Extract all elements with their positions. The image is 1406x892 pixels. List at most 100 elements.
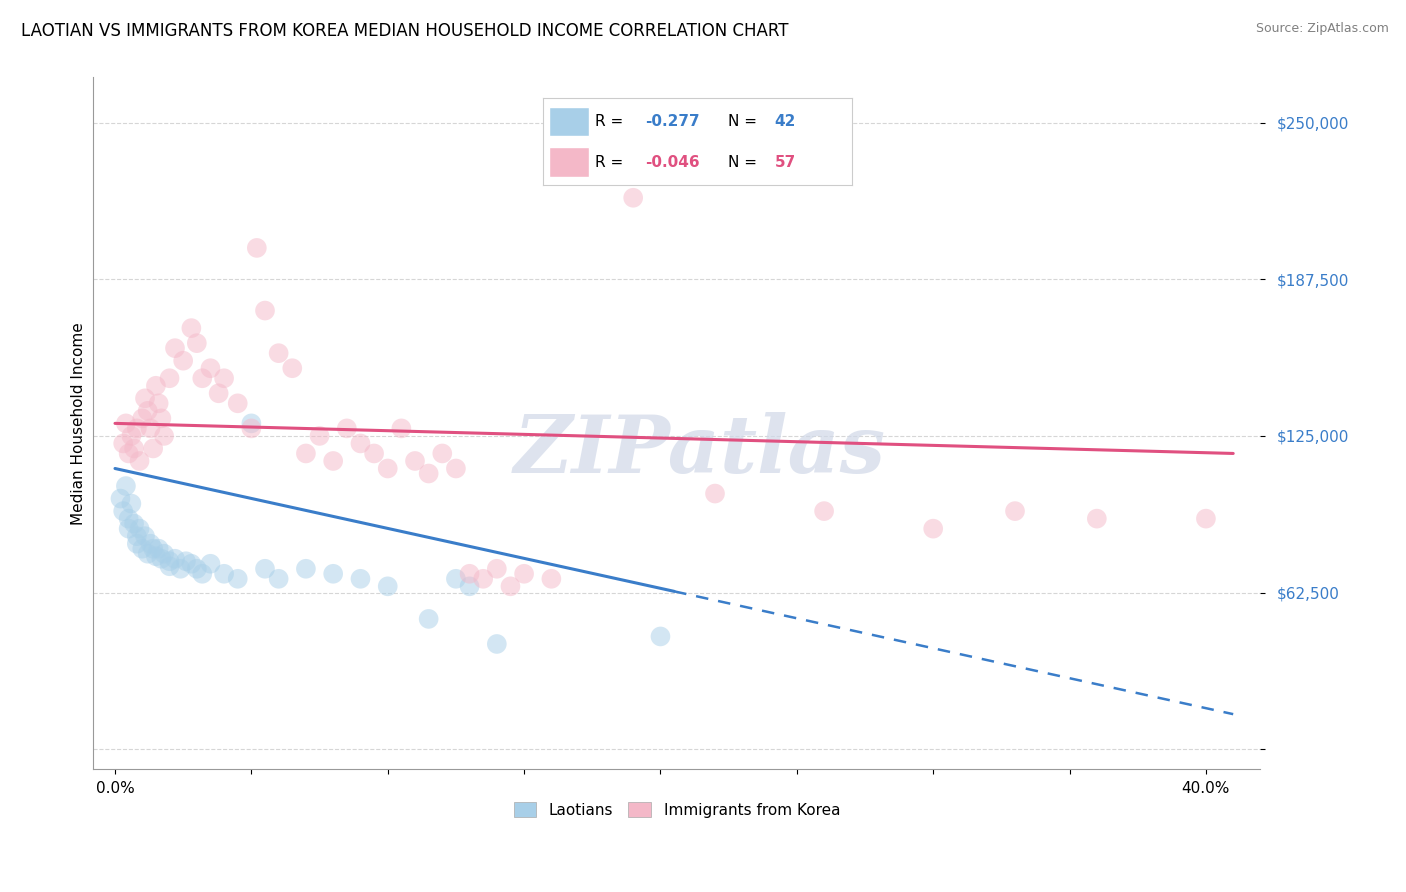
Point: [169, 562, 191, 576]
Point: [922, 522, 945, 536]
Point: [163, 551, 186, 566]
Point: [240, 421, 263, 435]
Point: [246, 241, 269, 255]
Point: [125, 421, 148, 435]
Point: [191, 371, 214, 385]
Point: [432, 446, 454, 460]
Point: [499, 579, 522, 593]
Point: [418, 612, 440, 626]
Point: [444, 461, 467, 475]
Point: [148, 541, 170, 556]
Point: [813, 504, 835, 518]
Point: [308, 429, 330, 443]
Point: [139, 537, 162, 551]
Point: [139, 421, 162, 435]
Point: [159, 554, 181, 568]
Point: [281, 361, 304, 376]
Point: [322, 454, 344, 468]
Point: [163, 341, 186, 355]
Point: [180, 321, 202, 335]
Point: [226, 396, 249, 410]
Text: ZIPatlas: ZIPatlas: [515, 412, 886, 490]
Point: [142, 541, 165, 556]
Point: [458, 579, 481, 593]
Point: [253, 303, 276, 318]
Point: [267, 572, 290, 586]
Point: [1085, 511, 1108, 525]
Point: [295, 562, 318, 576]
Point: [472, 572, 495, 586]
Point: [200, 557, 222, 571]
Point: [125, 537, 148, 551]
Point: [377, 461, 399, 475]
Point: [540, 572, 562, 586]
Point: [485, 637, 508, 651]
Point: [322, 566, 344, 581]
Point: [191, 566, 214, 581]
Point: [581, 136, 603, 150]
Legend: Laotians, Immigrants from Korea: Laotians, Immigrants from Korea: [508, 796, 846, 824]
Point: [349, 436, 371, 450]
Point: [404, 454, 426, 468]
Point: [134, 392, 156, 406]
Point: [148, 396, 170, 410]
Point: [125, 529, 148, 543]
Point: [267, 346, 290, 360]
Point: [134, 529, 156, 543]
Point: [142, 442, 165, 456]
Point: [200, 361, 222, 376]
Point: [1195, 511, 1218, 525]
Point: [110, 491, 132, 506]
Point: [117, 522, 139, 536]
Point: [295, 446, 318, 460]
Point: [186, 562, 208, 576]
Text: Source: ZipAtlas.com: Source: ZipAtlas.com: [1256, 22, 1389, 36]
Point: [704, 486, 727, 500]
Point: [226, 572, 249, 586]
Point: [117, 511, 139, 525]
Point: [240, 417, 263, 431]
Y-axis label: Median Household Income: Median Household Income: [72, 322, 86, 524]
Point: [115, 479, 138, 493]
Point: [120, 497, 142, 511]
Point: [153, 547, 176, 561]
Point: [128, 522, 150, 536]
Point: [159, 559, 181, 574]
Point: [336, 421, 359, 435]
Point: [377, 579, 399, 593]
Point: [131, 541, 153, 556]
Point: [444, 572, 467, 586]
Point: [159, 371, 181, 385]
Point: [1004, 504, 1026, 518]
Point: [172, 353, 194, 368]
Point: [485, 562, 508, 576]
Point: [458, 566, 481, 581]
Point: [131, 411, 153, 425]
Point: [621, 191, 644, 205]
Point: [136, 404, 159, 418]
Point: [150, 411, 173, 425]
Point: [180, 557, 202, 571]
Point: [120, 429, 142, 443]
Point: [363, 446, 385, 460]
Point: [212, 566, 235, 581]
Point: [112, 504, 135, 518]
Point: [650, 630, 672, 644]
Point: [117, 446, 139, 460]
Point: [112, 436, 135, 450]
Point: [122, 516, 145, 531]
Point: [153, 429, 176, 443]
Point: [253, 562, 276, 576]
Point: [150, 551, 173, 566]
Point: [136, 547, 159, 561]
Point: [208, 386, 231, 401]
Point: [145, 549, 167, 564]
Point: [174, 554, 197, 568]
Point: [186, 336, 208, 351]
Point: [115, 417, 138, 431]
Point: [122, 442, 145, 456]
Point: [389, 421, 412, 435]
Point: [128, 454, 150, 468]
Point: [418, 467, 440, 481]
Point: [513, 566, 536, 581]
